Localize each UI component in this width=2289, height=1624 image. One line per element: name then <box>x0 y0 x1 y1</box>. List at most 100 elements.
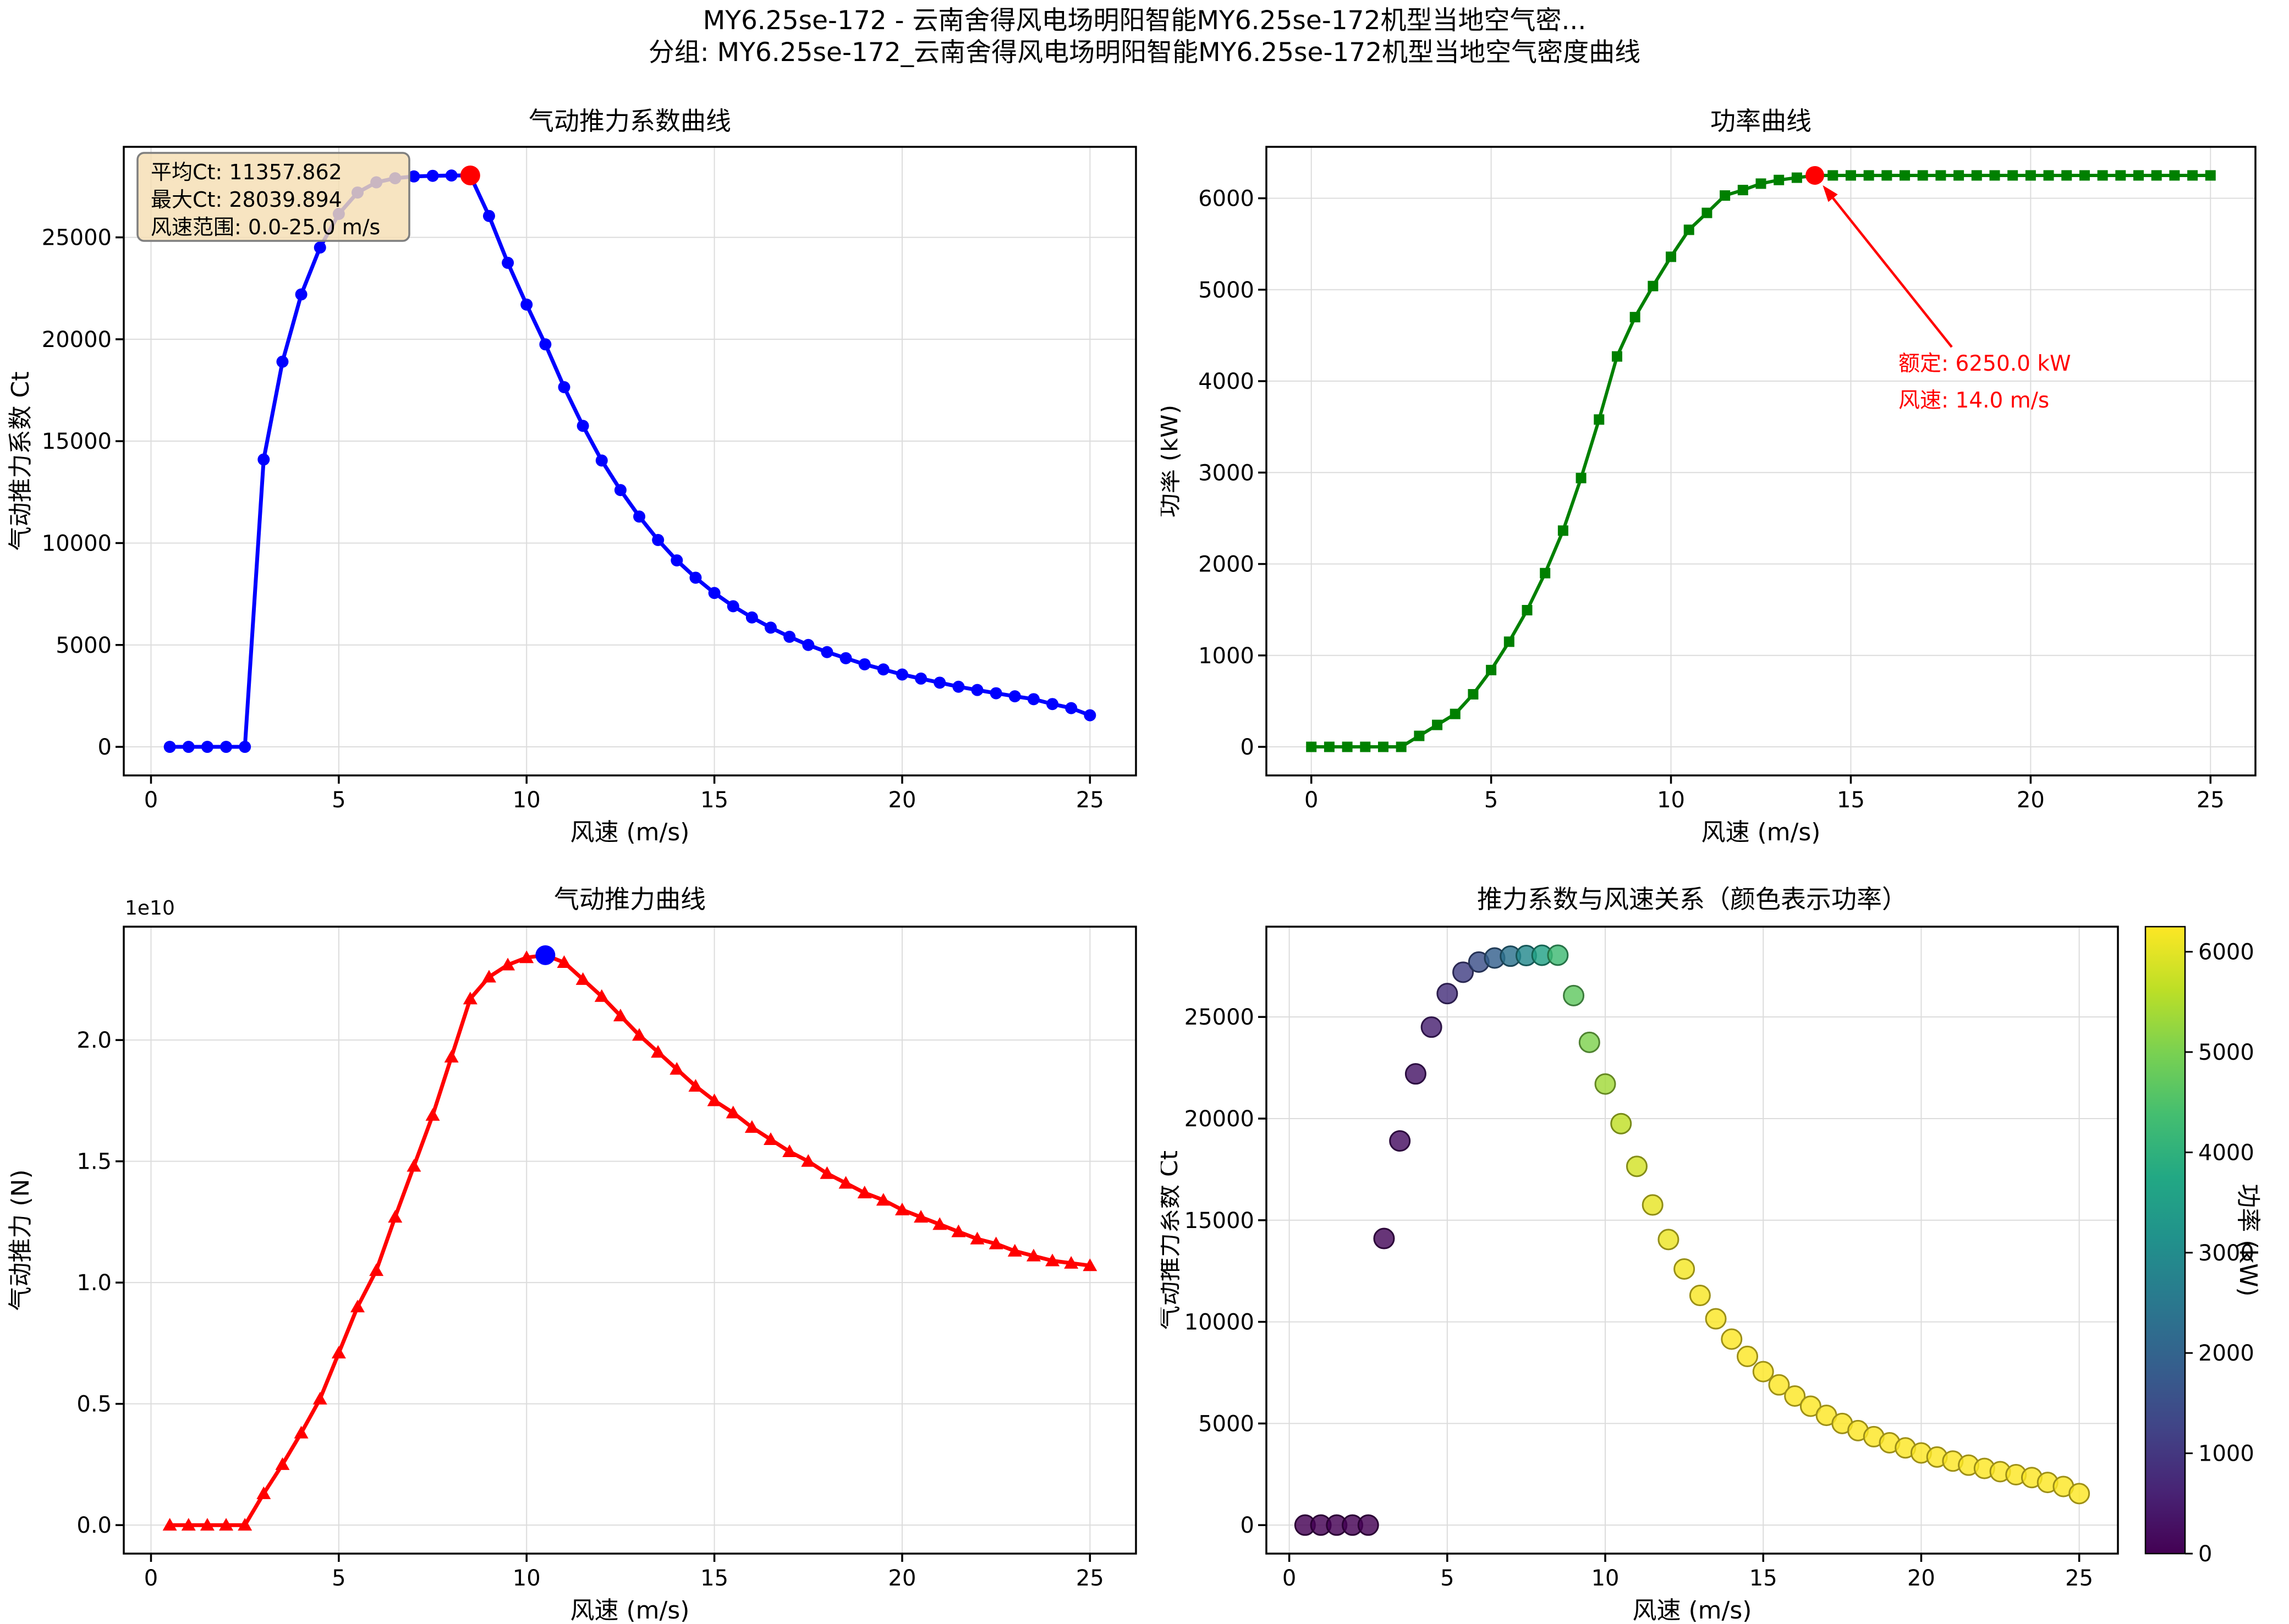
y-tick-label: 4000 <box>1198 369 1254 394</box>
data-point-marker <box>1026 1248 1041 1262</box>
ct-coefficient-curve-chart: 平均Ct: 11357.862 最大Ct: 28039.894 风速范围: 0.0-… <box>7 106 1137 846</box>
stats-line: 最大Ct: 28039.894 <box>151 188 342 212</box>
scatter-point <box>1657 1229 1679 1251</box>
subplot-title: 功率曲线 <box>1710 106 1812 136</box>
x-tick-label: 5 <box>1440 1566 1454 1591</box>
y-tick-label: 5000 <box>1198 278 1254 303</box>
y-tick-label: 10000 <box>42 531 112 556</box>
data-point-marker <box>782 1144 797 1158</box>
data-point-marker <box>1008 690 1021 703</box>
y-tick-label: 15000 <box>1184 1208 1254 1234</box>
x-tick-label: 10 <box>513 788 541 813</box>
data-point-marker <box>577 420 589 432</box>
stats-annotation-box: 平均Ct: 11357.862 最大Ct: 28039.894 风速范围: 0.0-… <box>136 152 410 242</box>
scatter-point <box>1768 1374 1790 1396</box>
data-point-marker <box>726 1105 740 1119</box>
thrust-curve-chart: 1e10 0 5 10 15 20 25 风速 (m/s) 0.0 0.5 1.0 1.5 2.0 气动推… <box>7 884 1137 1624</box>
data-point-marker <box>2097 170 2108 181</box>
x-tick-label: 20 <box>888 788 916 813</box>
grid-lines <box>1266 147 2255 775</box>
scatter-point <box>1752 1361 1774 1383</box>
data-point-marker <box>1064 1256 1079 1269</box>
y-tick-label: 5000 <box>1198 1411 1254 1436</box>
data-point-marker <box>1432 719 1443 730</box>
data-point-marker <box>820 1166 835 1179</box>
x-axis: 0 5 10 15 20 25 风速 (m/s) <box>1282 1554 2093 1624</box>
y-tick-label: 2000 <box>1198 552 1254 577</box>
data-point-marker <box>1648 280 1659 291</box>
y-tick-label: 15000 <box>42 429 112 454</box>
arrow-head <box>1823 185 1838 202</box>
data-series <box>163 169 1096 753</box>
data-point-marker <box>1881 170 1892 181</box>
y-tick-label: 1000 <box>1198 643 1254 669</box>
subplot-title: 推力系数与风速关系（颜色表示功率） <box>1477 884 1907 914</box>
data-point-marker <box>1324 741 1335 752</box>
data-point-marker <box>220 741 233 753</box>
data-point-marker <box>1540 568 1551 579</box>
x-tick-label: 5 <box>332 788 345 813</box>
data-point-marker <box>1701 207 1712 218</box>
data-point-marker <box>783 630 796 643</box>
y-axis-label: 功率 (kW) <box>1161 405 1183 518</box>
data-point-marker <box>1007 1243 1022 1257</box>
data-point-marker <box>1827 170 1838 181</box>
data-point-marker <box>1594 414 1605 425</box>
series-line <box>169 173 1091 749</box>
data-point-marker <box>2205 170 2216 181</box>
y-tick-label: 1.5 <box>76 1149 112 1175</box>
y-axis: 0.0 0.5 1.0 1.5 2.0 气动推力 (N) <box>7 1028 124 1538</box>
data-point-marker <box>689 571 702 584</box>
x-tick-label: 25 <box>1076 1566 1104 1591</box>
data-point-marker <box>558 381 570 393</box>
y-tick-label: 1.0 <box>76 1270 112 1296</box>
data-point-marker <box>1377 741 1388 752</box>
y-tick-label: 25000 <box>1184 1005 1254 1030</box>
data-point-marker <box>651 1045 666 1058</box>
scatter-point <box>1547 944 1569 966</box>
data-point-marker <box>162 1518 177 1531</box>
y-tick-label: 2.0 <box>76 1028 112 1053</box>
data-point-marker <box>952 680 965 693</box>
data-point-marker <box>276 355 289 368</box>
x-axis: 0 5 10 15 20 25 风速 (m/s) <box>144 1554 1104 1624</box>
data-point-marker <box>425 1108 440 1121</box>
scatter-point <box>1799 1395 1821 1417</box>
data-series <box>1294 944 2090 1536</box>
data-point-marker <box>520 298 533 311</box>
data-point-marker <box>688 1078 703 1092</box>
data-point-marker <box>2133 170 2144 181</box>
x-tick-label: 0 <box>1282 1566 1296 1591</box>
data-point-marker <box>838 1176 853 1189</box>
data-point-marker <box>1953 170 1964 181</box>
x-axis: 0 5 10 15 20 25 风速 (m/s) <box>144 775 1104 846</box>
data-point-marker <box>388 1210 403 1223</box>
colorbar-tick-label: 6000 <box>2198 940 2254 965</box>
colorbar-tick-label: 4000 <box>2198 1140 2254 1165</box>
data-point-marker <box>2079 170 2090 181</box>
plot-spines <box>123 146 1137 777</box>
scatter-point <box>1594 1073 1616 1095</box>
data-point-marker <box>200 1518 215 1531</box>
data-point-marker <box>1306 741 1317 752</box>
scatter-point <box>1626 1155 1648 1177</box>
data-point-marker <box>1737 185 1748 196</box>
data-point-marker <box>1720 190 1731 201</box>
data-point-marker <box>1576 472 1587 483</box>
data-point-marker <box>2151 170 2162 181</box>
data-point-marker <box>1046 698 1059 711</box>
data-point-marker <box>1863 170 1874 181</box>
scatter-point <box>1404 1063 1426 1085</box>
y-tick-label: 0.0 <box>76 1513 112 1538</box>
data-point-marker <box>163 741 176 753</box>
data-point-marker <box>275 1457 290 1470</box>
x-tick-label: 25 <box>2197 788 2225 813</box>
data-point-marker <box>557 955 572 968</box>
y-tick-label: 10000 <box>1184 1310 1254 1335</box>
y-axis: 0 5000 10000 15000 20000 25000 气动推力系数 Ct <box>1161 1005 1266 1538</box>
colorbar-tick-label: 5000 <box>2198 1040 2254 1065</box>
plot-spines <box>1265 926 2119 1555</box>
y-axis-label: 气动推力系数 Ct <box>1161 1150 1183 1330</box>
y-tick-label: 0 <box>98 735 112 760</box>
